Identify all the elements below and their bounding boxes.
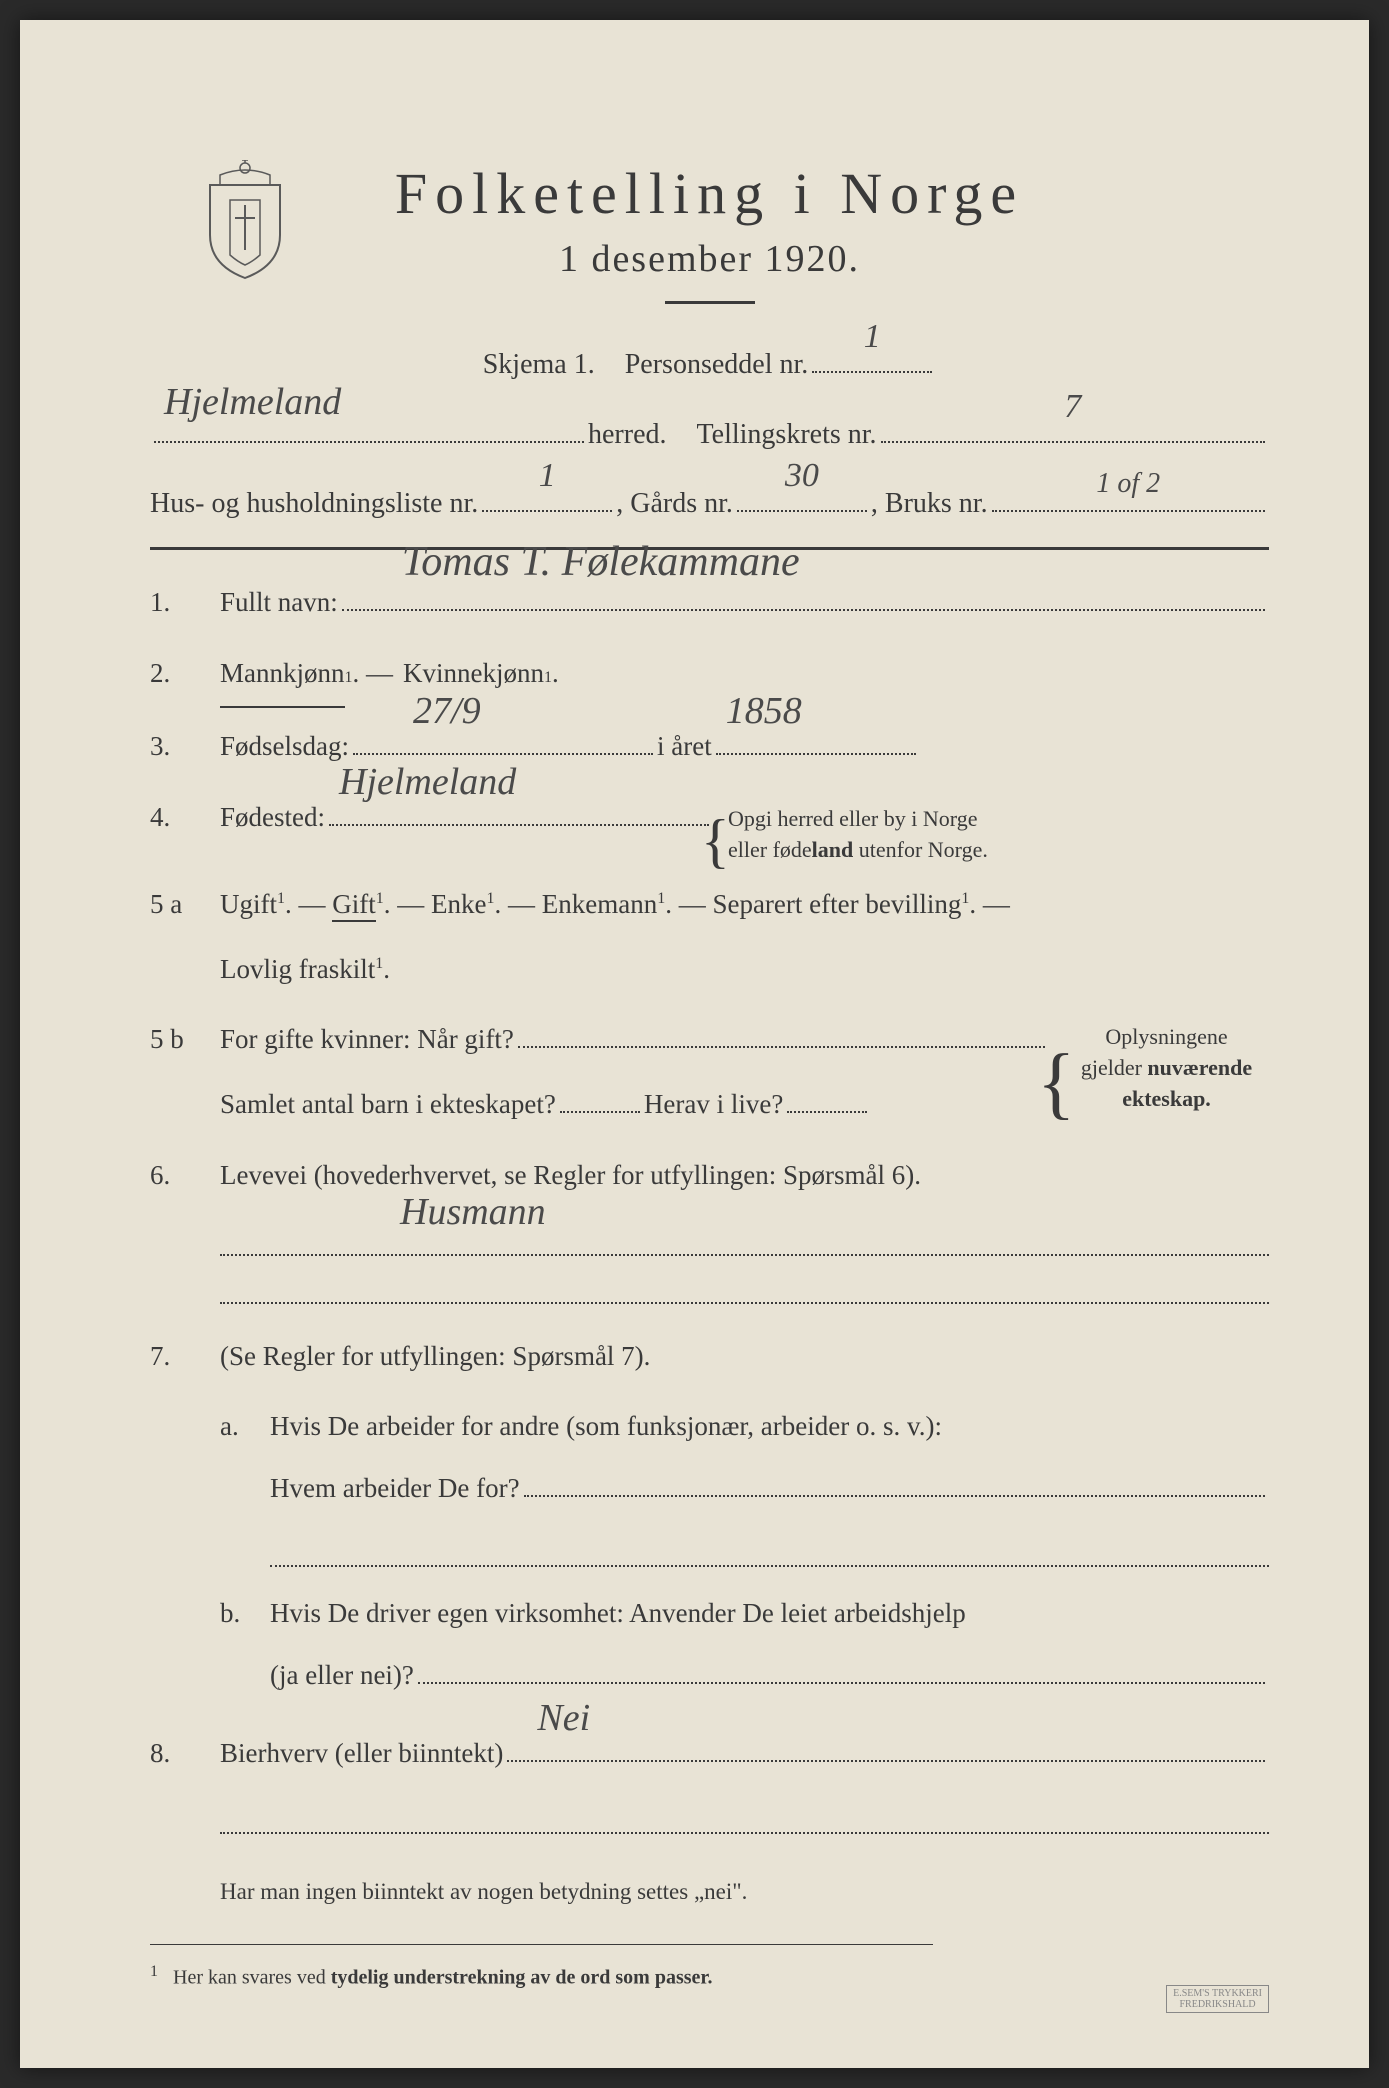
census-document: Folketelling i Norge 1 desember 1920. Sk… (20, 20, 1369, 2068)
q7a-letter: a. (220, 1395, 270, 1457)
skjema-label: Skjema 1. (483, 334, 595, 396)
q1-value: Tomas T. Følekammane (402, 512, 800, 613)
question-6: 6. Levevei (hovederhvervet, se Regler fo… (150, 1143, 1269, 1304)
q2-end: . (552, 641, 559, 706)
q3-year-label: i året (657, 714, 712, 779)
q7b: b. Hvis De driver egen virksomhet: Anven… (220, 1582, 1269, 1706)
bruks-label: , Bruks nr. (871, 473, 988, 535)
q7a-line2: Hvem arbeider De for? (270, 1457, 520, 1519)
bruks-value: 1 of 2 (1096, 453, 1160, 515)
q8-label: Bierhverv (eller biinntekt) (220, 1721, 503, 1786)
q7a: a. Hvis De arbeider for andre (som funks… (220, 1395, 1269, 1567)
footer-note: Har man ingen biinntekt av nogen betydni… (220, 1864, 1269, 1919)
q5a-gift: Gift (332, 889, 376, 922)
q7b-letter: b. (220, 1582, 270, 1644)
herred-value: Hjelmeland (164, 361, 341, 445)
q5b-label1: For gifte kvinner: Når gift? (220, 1007, 514, 1072)
q5b-note-line3: ekteskap. (1122, 1086, 1211, 1111)
q7b-line1: Hvis De driver egen virksomhet: Anvender… (270, 1598, 966, 1628)
shield-icon (200, 160, 290, 280)
q5a-number: 5 a (150, 872, 220, 937)
q6-number: 6. (150, 1143, 220, 1208)
q4-note-line1: Opgi herred eller by i Norge (728, 806, 977, 831)
q3-label: Fødselsdag: (220, 714, 349, 779)
q3-year-value: 1858 (726, 666, 802, 757)
q7-label: (Se Regler for utfyllingen: Spørsmål 7). (220, 1324, 650, 1389)
q2-mannkjonn: Mannkjønn (220, 641, 345, 709)
question-5b: 5 b For gifte kvinner: Når gift? Samlet … (150, 1007, 1269, 1137)
q5b-note: { Oplysningene gjelder nuværende ekteska… (1049, 1022, 1269, 1114)
herred-label: herred. (588, 404, 667, 466)
question-5a: 5 a Ugift1. — Gift1. — Enke1. — Enkemann… (150, 872, 1269, 1002)
q7-subsections: a. Hvis De arbeider for andre (som funks… (220, 1395, 1269, 1706)
q5b-note-line1: Oplysningene (1105, 1024, 1227, 1049)
main-title: Folketelling i Norge (150, 160, 1269, 227)
q2-sep: . — (353, 641, 394, 706)
q5b-number: 5 b (150, 1007, 220, 1072)
question-2: 2. Mannkjønn1 . — Kvinnekjønn1 . (150, 641, 1269, 709)
questions-section: 1. Fullt navn: Tomas T. Følekammane 2. M… (150, 570, 1269, 2002)
q8-value: Nei (537, 1673, 590, 1764)
q5a-enkemann: Enkemann (542, 889, 657, 919)
q5a-fraskilt: Lovlig fraskilt (220, 954, 375, 984)
printer-line2: FREDRIKSHALD (1180, 1999, 1256, 2010)
husliste-value: 1 (539, 439, 556, 514)
printer-line1: E.SEM'S TRYKKERI (1173, 1988, 1262, 1999)
q4-number: 4. (150, 785, 220, 850)
question-3: 3. Fødselsdag: 27/9 i året 1858 (150, 714, 1269, 779)
q5a-separert: Separert efter bevilling (712, 889, 961, 919)
footnote: 1 Her kan svares ved tydelig understrekn… (150, 1944, 933, 2002)
question-1: 1. Fullt navn: Tomas T. Følekammane (150, 570, 1269, 635)
q1-label: Fullt navn: (220, 570, 338, 635)
footnote-num: 1 (150, 1963, 158, 1980)
q6-label: Levevei (hovederhvervet, se Regler for u… (220, 1160, 921, 1190)
gards-value: 30 (785, 439, 819, 514)
header-separator (665, 301, 755, 304)
question-4: 4. Fødested: Hjelmeland { Opgi herred el… (150, 785, 1269, 866)
q5b-label2: Samlet antal barn i ekteskapet? (220, 1072, 556, 1137)
personseddel-value: 1 (864, 300, 881, 375)
q1-number: 1. (150, 570, 220, 635)
q8-number: 8. (150, 1721, 220, 1786)
personseddel-label: Personseddel nr. (625, 334, 809, 396)
q7b-line2: (ja eller nei)? (270, 1644, 414, 1706)
tellingskrets-value: 7 (1064, 370, 1081, 445)
q7a-line1: Hvis De arbeider for andre (som funksjon… (270, 1411, 942, 1441)
date-subtitle: 1 desember 1920. (150, 237, 1269, 281)
printer-stamp: E.SEM'S TRYKKERI FREDRIKSHALD (1166, 1985, 1269, 2013)
q2-number: 2. (150, 641, 220, 706)
form-header-section: Skjema 1. Personseddel nr. 1 Hjelmeland … (150, 334, 1269, 535)
q4-note: { Opgi herred eller by i Norge eller fød… (713, 804, 988, 866)
q4-label: Fødested: (220, 785, 325, 850)
q5b-label3: Herav i live? (644, 1072, 783, 1137)
question-8: 8. Bierhverv (eller biinntekt) Nei (150, 1721, 1269, 1786)
question-7: 7. (Se Regler for utfyllingen: Spørsmål … (150, 1324, 1269, 1389)
document-header: Folketelling i Norge 1 desember 1920. (150, 160, 1269, 304)
coat-of-arms-emblem (200, 160, 290, 280)
q5a-ugift: Ugift (220, 889, 277, 919)
q5a-enke: Enke (431, 889, 486, 919)
q7-number: 7. (150, 1324, 220, 1389)
q6-value: Husmann (400, 1167, 546, 1258)
q4-value: Hjelmeland (339, 737, 516, 828)
q3-number: 3. (150, 714, 220, 779)
